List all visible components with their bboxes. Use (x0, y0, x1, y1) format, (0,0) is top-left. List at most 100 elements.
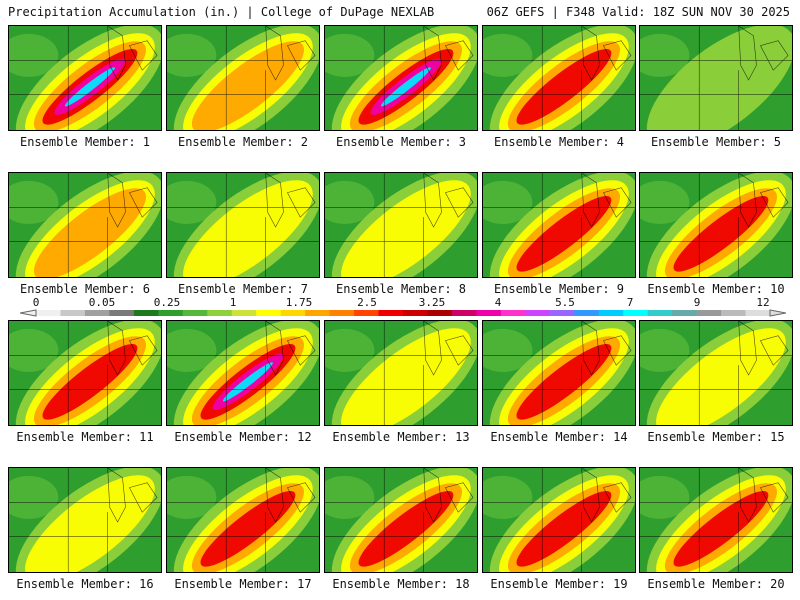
ensemble-map (166, 320, 320, 426)
member-label: Ensemble Member: 17 (174, 577, 312, 591)
ensemble-map (166, 467, 320, 573)
scale-tick-label: 5.5 (555, 296, 575, 309)
ensemble-map (8, 25, 162, 131)
precip-field (9, 468, 161, 572)
precip-field (325, 173, 477, 277)
color-scale-swatch (133, 310, 159, 316)
ensemble-map (324, 172, 478, 278)
color-scale-swatch (427, 310, 453, 316)
precip-field (167, 321, 319, 425)
scale-tick-label: 1 (229, 296, 237, 309)
valid-time: 06Z GEFS | F348 Valid: 18Z SUN NOV 30 20… (486, 5, 790, 19)
color-scale-swatch (574, 310, 600, 316)
color-scale-bar (20, 309, 786, 317)
color-scale-swatch (182, 310, 208, 316)
ensemble-map (8, 320, 162, 426)
member-label: Ensemble Member: 15 (647, 430, 785, 444)
ensemble-map (166, 172, 320, 278)
scale-tick-label: 0.25 (153, 296, 181, 309)
ensemble-map (639, 25, 793, 131)
precip-field (640, 468, 792, 572)
color-scale-swatch (525, 310, 551, 316)
precip-field (640, 26, 792, 130)
ensemble-map (482, 320, 636, 426)
member-label: Ensemble Member: 11 (16, 430, 154, 444)
precip-field (483, 468, 635, 572)
ensemble-map (324, 25, 478, 131)
scale-tick-label: 3.25 (418, 296, 446, 309)
scale-arrow-right (769, 309, 786, 317)
member-label: Ensemble Member: 3 (335, 135, 467, 149)
precip-field (325, 468, 477, 572)
scale-tick-label: 0 (32, 296, 40, 309)
member-label: Ensemble Member: 19 (490, 577, 628, 591)
scale-tick-label: 9 (693, 296, 701, 309)
color-scale-swatch (696, 310, 722, 316)
member-label: Ensemble Member: 6 (19, 282, 151, 296)
color-scale-swatch (109, 310, 135, 316)
ensemble-map (639, 172, 793, 278)
precip-field (9, 173, 161, 277)
color-scale-swatch (598, 310, 624, 316)
member-label: Ensemble Member: 4 (493, 135, 625, 149)
member-label: Ensemble Member: 14 (490, 430, 628, 444)
color-scale-swatch (36, 310, 61, 316)
color-scale-swatch (158, 310, 184, 316)
color-scale-swatch (476, 310, 502, 316)
member-label: Ensemble Member: 8 (335, 282, 467, 296)
ensemble-map (324, 320, 478, 426)
color-scale-swatch (305, 310, 331, 316)
precip-field (483, 173, 635, 277)
color-scale-swatch (60, 310, 86, 316)
precip-field (325, 321, 477, 425)
color-scale-swatch (354, 310, 380, 316)
member-label: Ensemble Member: 16 (16, 577, 154, 591)
color-scale-swatch (378, 310, 404, 316)
color-scale-swatch (647, 310, 673, 316)
precip-field (483, 26, 635, 130)
scale-tick-label: 4 (494, 296, 502, 309)
scale-tick-label: 7 (626, 296, 634, 309)
precip-field (167, 26, 319, 130)
color-scale-swatch (231, 310, 257, 316)
member-label: Ensemble Member: 12 (174, 430, 312, 444)
precip-field (9, 26, 161, 130)
color-scale-swatch (623, 310, 649, 316)
member-label: Ensemble Member: 20 (647, 577, 785, 591)
color-scale-swatch (451, 310, 477, 316)
scale-arrow-left (20, 309, 37, 317)
ensemble-map (639, 320, 793, 426)
color-scale-swatch (403, 310, 428, 316)
member-label: Ensemble Member: 5 (650, 135, 782, 149)
color-scale-swatch (549, 310, 575, 316)
color-scale-swatch (721, 310, 747, 316)
scale-tick-label: 2.5 (357, 296, 377, 309)
precip-field (9, 321, 161, 425)
precip-field (167, 173, 319, 277)
color-scale-swatch (672, 310, 698, 316)
scale-tick-label: 0.05 (88, 296, 116, 309)
ensemble-map (8, 172, 162, 278)
page-title: Precipitation Accumulation (in.) | Colle… (8, 5, 435, 19)
member-label: Ensemble Member: 9 (493, 282, 625, 296)
ensemble-map (639, 467, 793, 573)
color-scale-swatch (84, 310, 110, 316)
member-label: Ensemble Member: 10 (647, 282, 785, 296)
ensemble-map (482, 467, 636, 573)
precip-field (167, 468, 319, 572)
ensemble-map (166, 25, 320, 131)
ensemble-map (482, 172, 636, 278)
member-label: Ensemble Member: 1 (19, 135, 151, 149)
precip-field (640, 173, 792, 277)
ensemble-map (324, 467, 478, 573)
precip-field (325, 26, 477, 130)
color-scale-swatch (500, 310, 526, 316)
member-label: Ensemble Member: 7 (177, 282, 309, 296)
color-scale-swatch (329, 310, 355, 316)
member-label: Ensemble Member: 18 (332, 577, 470, 591)
member-label: Ensemble Member: 2 (177, 135, 309, 149)
ensemble-map (8, 467, 162, 573)
ensemble-map (482, 25, 636, 131)
precip-field (640, 321, 792, 425)
precip-field (483, 321, 635, 425)
